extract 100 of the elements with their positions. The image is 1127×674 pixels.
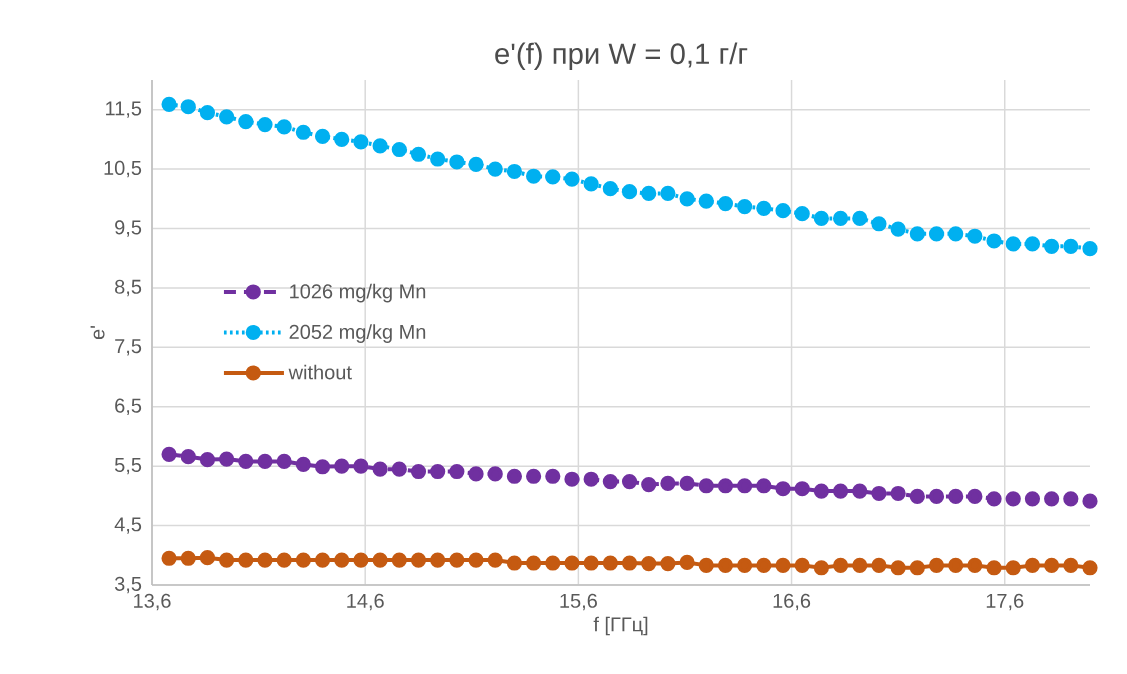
y-tick-label: 10,5 [104,160,142,178]
point [1005,560,1021,576]
point [199,452,216,468]
point [449,154,465,170]
point [909,560,925,576]
y-tick-label: 4,5 [114,517,142,534]
point [180,449,196,465]
point [526,168,542,184]
point [813,210,829,227]
point [698,193,714,209]
point [794,206,810,222]
point [430,151,446,167]
point [276,453,292,470]
y-tick-label: 5,5 [114,458,142,475]
point [314,459,331,475]
point [871,216,887,232]
point [410,463,427,480]
point [1044,491,1060,507]
point [1063,557,1079,573]
point [1024,491,1041,507]
point [679,475,695,491]
point [161,446,177,462]
point [602,181,618,197]
point [756,557,772,573]
y-tick-label: 9,5 [115,220,142,237]
point [986,233,1002,249]
point [717,478,734,494]
point [679,191,695,207]
point [391,141,407,158]
legend-label: 2052 mg/kg Mn [289,324,426,343]
point [890,221,906,237]
point [1063,238,1079,254]
point [890,485,906,502]
y-axis-title: e' [90,326,105,340]
point [1082,560,1098,576]
point [199,550,216,566]
point [602,555,618,571]
point [1024,236,1041,252]
point [1044,557,1060,573]
point [161,550,177,566]
point [219,552,235,568]
point [967,488,983,505]
point [890,560,906,576]
point [1063,491,1079,507]
y-tick-label: 8,5 [115,279,142,297]
point [449,463,465,480]
point [852,210,868,227]
point [410,146,427,162]
point [679,554,695,571]
point [986,491,1002,507]
point [353,458,369,474]
point [583,555,599,571]
point [238,453,254,470]
point [372,461,388,477]
point [1044,238,1060,254]
point [948,557,964,573]
point [564,555,580,571]
point [430,463,446,480]
point [832,557,849,573]
point [813,560,829,576]
y-tick-label: 7,5 [115,339,142,356]
point [257,552,273,568]
legend-label: without [288,364,352,380]
point [871,557,887,573]
point [430,552,446,568]
point [948,226,964,242]
point [353,552,369,568]
point [314,552,331,568]
x-tick-label: 13,6 [134,593,171,611]
point [372,138,388,154]
point [468,552,484,568]
point [506,468,523,484]
point [1082,241,1098,257]
point [295,552,311,568]
point [545,468,561,484]
point [295,124,311,140]
point [852,483,868,499]
point [641,476,657,493]
point [295,456,311,472]
point [909,226,925,242]
point [909,488,925,505]
point [717,195,734,212]
point [180,550,196,566]
point [238,113,254,130]
point [564,471,580,487]
point [852,557,868,573]
point [276,552,292,568]
point [487,466,503,482]
point [1005,236,1021,252]
x-axis-title: f [ГГц] [593,616,648,636]
point [545,555,561,571]
point [660,475,676,491]
point [871,485,887,502]
point [334,552,350,568]
point [276,119,292,135]
x-tick-label: 15,6 [560,593,597,611]
point [737,478,753,494]
y-tick-label: 11,5 [106,101,142,118]
point [391,461,407,477]
point [602,474,618,490]
